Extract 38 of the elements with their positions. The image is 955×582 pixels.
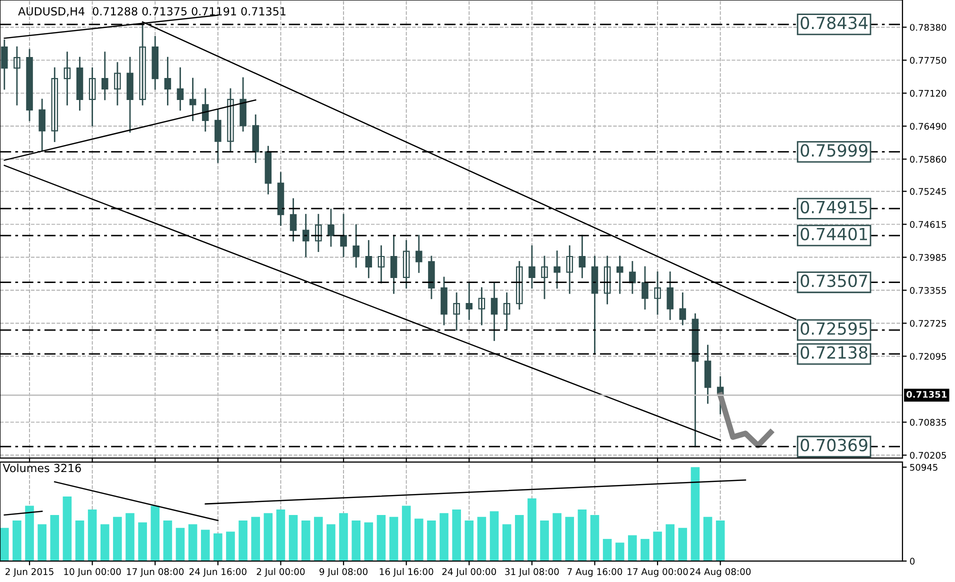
x-tick-label: 24 Aug 08:00 [690,568,751,577]
y-tick-label: 0.76490 [910,122,946,130]
x-tick-label: 31 Jul 08:00 [505,568,559,577]
ref-line-label: 0.78434 [800,16,868,30]
chart-title: Volumes 3216 [2,464,81,472]
x-tick-label: 17 Jun 08:00 [127,568,184,577]
y-tick-label: 0.73985 [910,254,946,261]
y-tick-label: 0.70205 [910,452,946,459]
x-tick-label: 7 Aug 16:00 [568,568,622,577]
x-tick-label: 17 Aug 00:00 [628,568,688,577]
x-tick-label: 9 Jul 08:00 [320,568,368,577]
ref-line-label: 0.72138 [800,346,868,359]
x-tick-label: 24 Jun 16:00 [189,568,246,577]
ref-line-label: 0.71351 [906,390,947,398]
ref-line-label: 0.74401 [800,228,867,240]
y-tick-label: 0.75860 [910,156,946,163]
y-tick-label: 0.77120 [910,90,946,97]
y-tick-label: 0.75245 [910,188,946,195]
y-tick-label: 0.77750 [910,56,946,64]
x-tick-label: 24 Jul 00:00 [442,568,496,577]
text: AUDUSD,H4 0.71288 0.71375 0.71191 0.71351 [18,7,286,17]
x-tick-label: 2 Jun 2015 [6,568,54,577]
ref-line-label: 0.70369 [800,438,868,452]
y-tick-label: 0.78380 [910,24,946,31]
ref-line-label: 0.73507 [800,274,868,288]
ref-line-label: 0.72595 [800,322,868,335]
x-tick-label: 16 Jul 16:00 [380,568,434,577]
y-tick-label: 0.70835 [910,418,946,426]
y-tick-label: 50945 [910,464,938,471]
y-tick-label: 0.72725 [910,320,946,327]
x-tick-label: 2 Jul 00:00 [256,568,305,577]
x-tick-label: 10 Jun 00:00 [64,568,121,577]
y-tick-label: 0 [910,558,915,565]
ref-line-label: 0.74915 [800,200,868,214]
y-tick-label: 0.74615 [910,221,946,228]
ref-line-label: 0.75999 [800,144,868,157]
y-tick-label: 0.72095 [910,352,946,360]
y-tick-label: 0.73355 [910,286,946,294]
